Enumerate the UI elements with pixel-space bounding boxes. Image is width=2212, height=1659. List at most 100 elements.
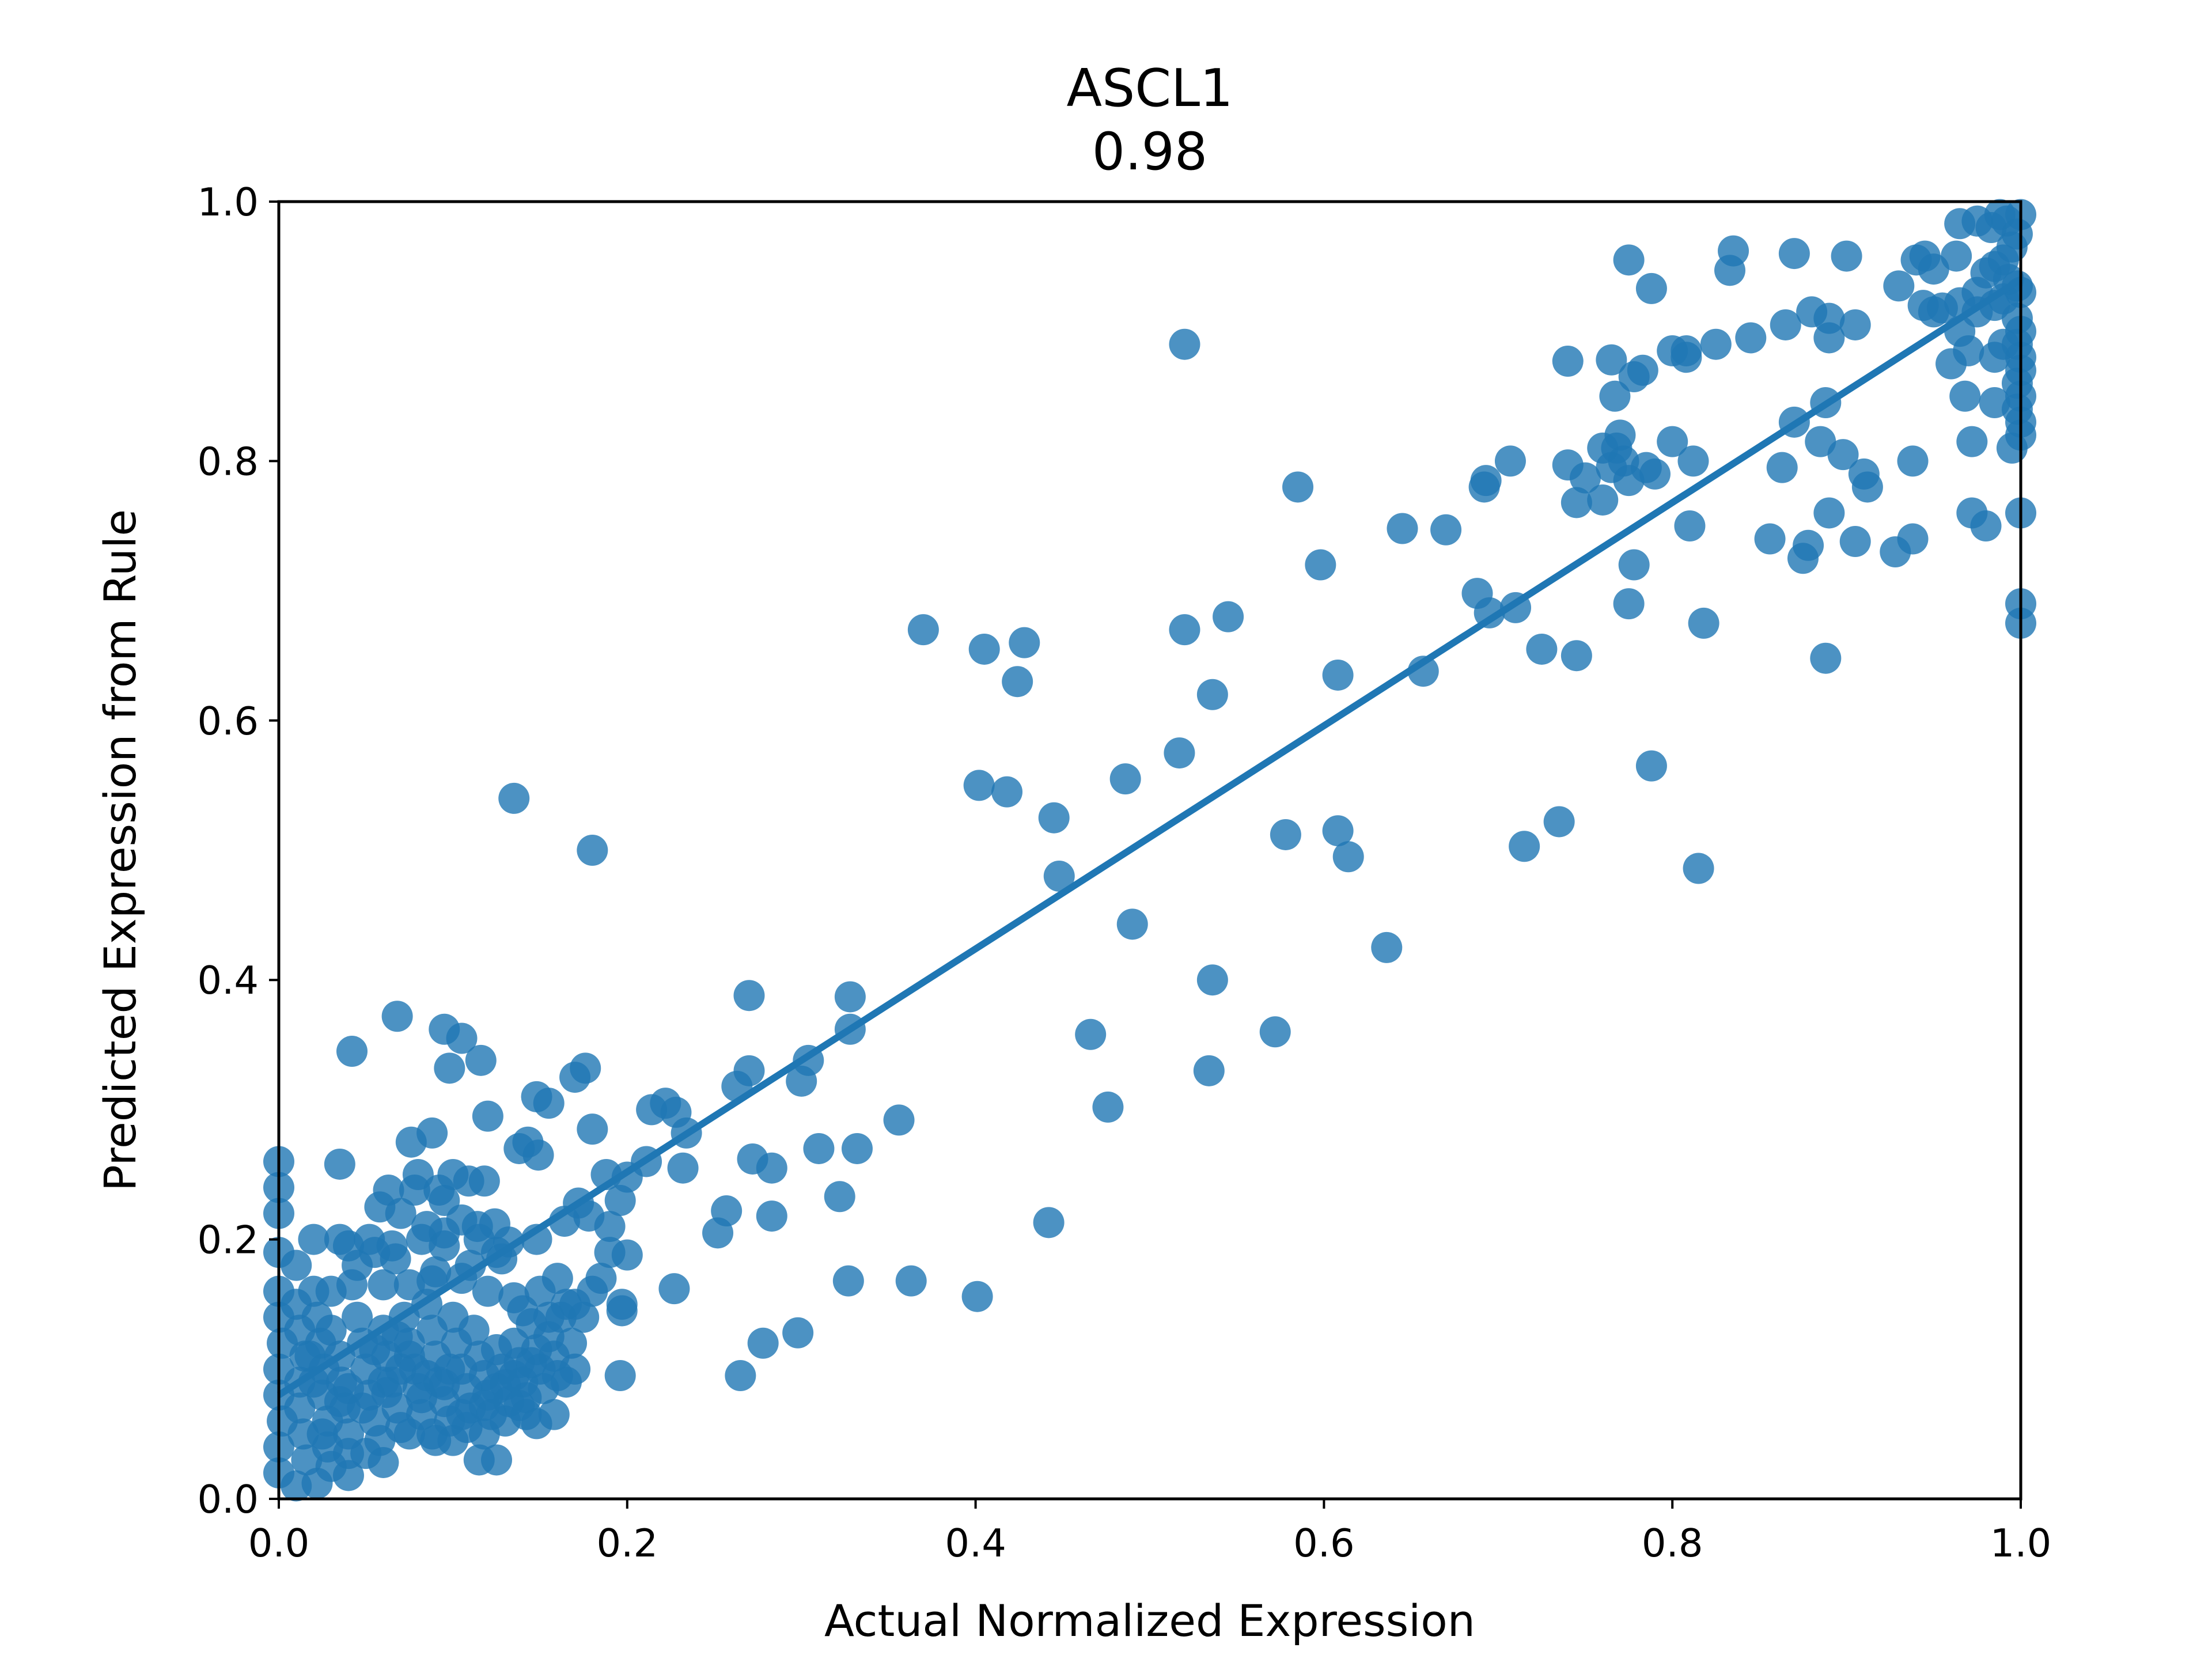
fit-line-group: [276, 276, 2023, 1398]
scatter-point: [1270, 819, 1301, 850]
scatter-point: [1766, 452, 1798, 483]
scatter-point: [1196, 679, 1228, 710]
scatter-point: [907, 614, 939, 646]
scatter-point: [465, 1044, 497, 1076]
scatter-point: [1613, 244, 1645, 276]
scatter-point: [336, 1269, 368, 1301]
scatter-point: [594, 1237, 626, 1268]
scatter-point: [733, 980, 765, 1012]
scatter-point: [1897, 445, 1929, 477]
scatter-point: [1322, 659, 1354, 691]
scatter-point: [1674, 510, 1706, 541]
scatter-point: [841, 1132, 873, 1164]
scatter-point: [1688, 607, 1719, 639]
scatter-point: [1468, 471, 1500, 503]
scatter-point: [393, 1418, 425, 1450]
scatter-point: [834, 981, 866, 1013]
x-tick-label: 0.6: [1293, 1521, 1355, 1566]
scatter-point: [298, 1224, 329, 1255]
scatter-point: [604, 1185, 636, 1217]
scatter-point: [1596, 344, 1627, 376]
scatter-point: [429, 1369, 460, 1400]
scatter-point: [1109, 763, 1141, 795]
plot-area-frame: [277, 200, 2022, 1501]
scatter-point: [606, 1295, 638, 1327]
scatter-point: [1813, 497, 1845, 529]
scatter-point: [332, 1373, 364, 1404]
scatter-point: [1543, 806, 1575, 838]
scatter-point: [507, 1295, 539, 1327]
y-axis-ticks: 0.0 0.2 0.4 0.6 0.8 1.0: [197, 180, 279, 1522]
scatter-point: [1880, 536, 1911, 568]
scatter-point: [883, 1104, 915, 1136]
scatter-point: [429, 1217, 460, 1249]
x-axis-ticks: 0.0 0.2 0.4 0.6 0.8 1.0: [248, 1499, 2051, 1566]
scatter-point: [1002, 666, 1033, 698]
scatter-point: [463, 1444, 495, 1476]
scatter-point: [498, 782, 530, 814]
scatter-point: [429, 1013, 460, 1045]
scatter-point: [472, 1100, 503, 1132]
scatter-point: [336, 1036, 368, 1067]
scatter-point: [1552, 345, 1584, 377]
scatter-point: [1526, 633, 1558, 665]
scatter-point: [315, 1315, 347, 1346]
scatter-point: [702, 1217, 734, 1249]
scatter-point: [1387, 513, 1418, 544]
scatter-point: [1979, 342, 2010, 373]
scatter-point: [1570, 462, 1601, 494]
scatter-point: [1778, 238, 1810, 270]
scatter-point: [458, 1315, 490, 1346]
fit-line: [276, 276, 2023, 1398]
scatter-point: [541, 1263, 573, 1294]
scatter-point: [1805, 426, 1836, 457]
x-tick-label: 0.8: [1642, 1521, 1703, 1566]
scatter-point: [342, 1301, 373, 1333]
scatter-point: [1839, 526, 1871, 558]
scatter-point: [429, 1185, 460, 1217]
scatter-point: [803, 1132, 835, 1164]
scatter-point: [406, 1382, 437, 1414]
scatter-point: [380, 1243, 411, 1275]
scatter-point: [961, 1281, 993, 1312]
scatter-point: [454, 1249, 486, 1281]
scatter-point: [1169, 328, 1200, 360]
scatter-point: [604, 1360, 636, 1392]
scatter-point: [1613, 465, 1645, 497]
x-tick-label: 0.4: [945, 1521, 1006, 1566]
scatter-point: [1305, 549, 1336, 581]
scatter-point: [747, 1327, 779, 1359]
scatter-point: [1038, 802, 1070, 834]
scatter-point: [1009, 627, 1040, 658]
scatter-point: [1700, 328, 1732, 360]
scatter-point: [568, 1301, 600, 1333]
scatter-point: [1851, 471, 1883, 503]
scatter-point: [503, 1132, 535, 1164]
scatter-point: [434, 1052, 465, 1084]
scatter-point: [516, 1347, 547, 1378]
scatter-point: [1979, 387, 2010, 419]
scatter-point: [420, 1256, 452, 1287]
scatter-point: [1164, 737, 1195, 769]
scatter-point: [315, 1450, 347, 1482]
scatter-point: [1949, 380, 1981, 412]
scatter-point: [1787, 543, 1819, 574]
scatter-point: [895, 1265, 927, 1297]
scatter-point: [1092, 1091, 1124, 1123]
scatter-point: [1587, 484, 1619, 516]
scatter-point: [420, 1425, 452, 1456]
scatter-point: [521, 1081, 552, 1112]
scatter-point: [1956, 426, 1988, 457]
scatter-point: [968, 633, 1000, 665]
scatter-point: [1941, 240, 1972, 272]
scatter-point: [1671, 342, 1702, 373]
scatter-point: [306, 1418, 338, 1450]
scatter-point: [756, 1152, 787, 1184]
scatter-point: [577, 835, 608, 866]
scatter-point: [1371, 931, 1403, 963]
scatter-point: [1714, 255, 1745, 286]
scatter-point: [1332, 841, 1364, 873]
scatter-point: [1953, 335, 1984, 366]
scatter-point: [824, 1181, 855, 1213]
